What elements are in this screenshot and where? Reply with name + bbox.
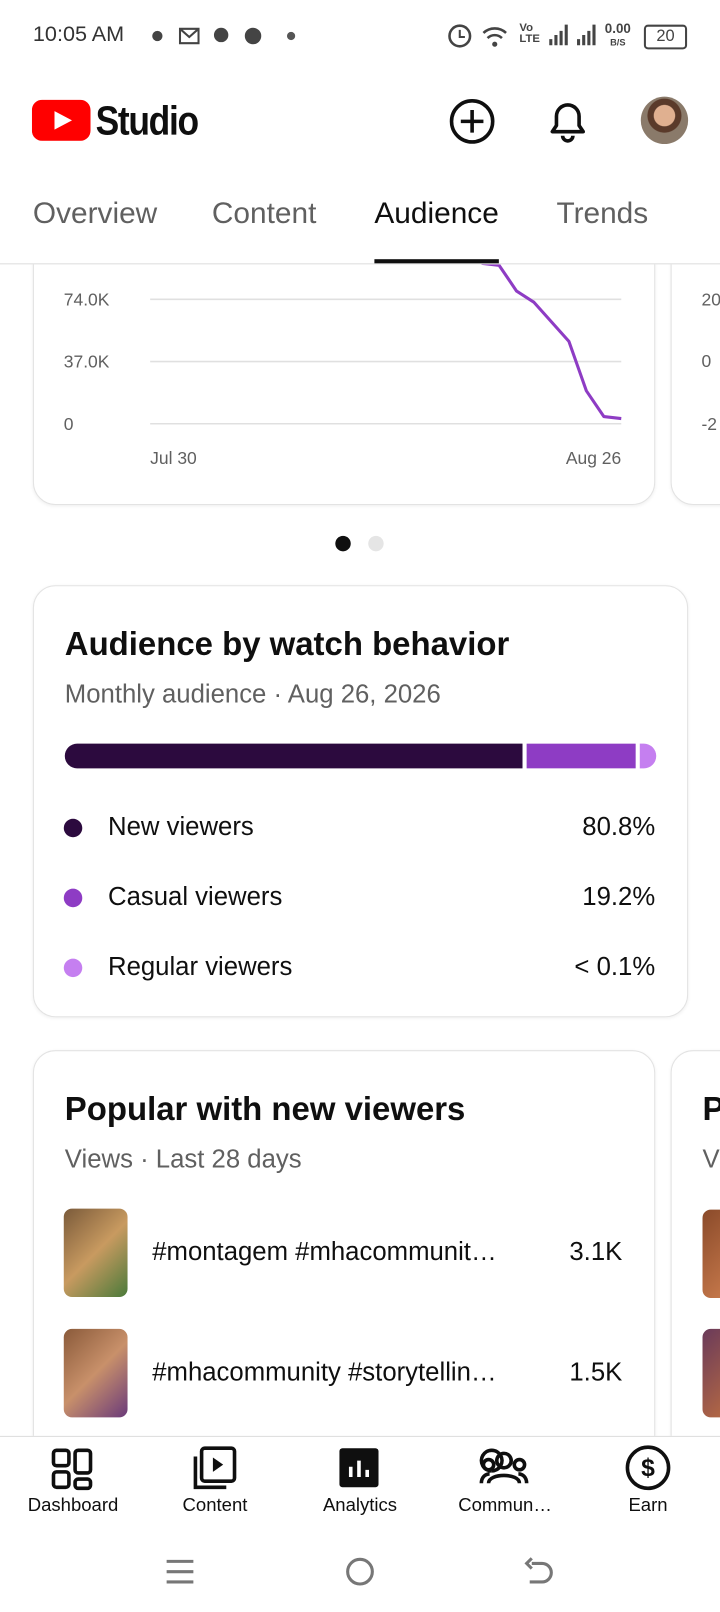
volte: Vo [519,21,534,34]
bar-segment [64,743,523,769]
thumbnail [63,1328,128,1418]
video-title: #montagem #mhacommunit… [152,1237,497,1267]
y-tick-label: 74.0K [64,289,110,309]
video-row[interactable]: #mhacommunity #storytellin… 1.5K [63,1328,623,1418]
net-speed: 0.00 B/S [604,20,631,49]
legend-label: Casual viewers [107,882,283,912]
x-tick-label: Jul 30 [150,448,197,468]
legend-value: 19.2% [582,882,656,912]
tab[interactable]: Audience [374,197,499,231]
legend-dot [63,958,83,978]
next-card[interactable]: P V [670,1050,720,1485]
stacked-bar [64,743,657,769]
legend-row: Casual viewers 19.2% [63,882,656,914]
card-subtitle: Monthly audience · Aug 26, 2026 [64,679,441,709]
legend-row: Regular viewers < 0.1% [63,952,656,983]
speed: 0.00 [604,20,631,36]
status-volte: Vo LTE [519,21,540,46]
header: 10:05 AM Vo LTE 0.00 B/S 20 Studio Overvie… [0,0,720,265]
video-views: 1.5K [569,1357,623,1387]
page-dot[interactable] [335,535,351,552]
line-series [481,261,622,421]
card-subtitle: V [702,1144,720,1174]
create-button[interactable] [448,98,495,145]
legend-value: < 0.1% [574,952,656,982]
page-dot[interactable] [368,535,384,552]
next-tick: 20 [701,290,720,310]
legend-label: Regular viewers [107,952,293,982]
lte: LTE [519,32,540,46]
svg-text:$: $ [641,1455,655,1482]
nav-label[interactable]: Content [182,1494,248,1516]
nav-label[interactable]: Analytics [322,1494,398,1516]
video-row[interactable]: #montagem #mhacommunit… 3.1K [63,1208,623,1298]
x-tick-label: Aug 26 [566,448,621,468]
views-chart: 0 37.0K 74.0K Jul 30 Aug 26 [64,261,622,468]
thumbnail [63,1208,128,1298]
card-title: Popular with new viewers [64,1090,466,1128]
notifications-button[interactable] [545,97,590,144]
logo-icon[interactable] [31,99,92,141]
signal [549,24,596,46]
y-tick-label: 37.0K [64,352,110,372]
thumbnail [702,1209,720,1299]
popular-card: Popular with new viewers Views · Last 28… [32,1050,656,1485]
legend-dot [63,888,83,908]
thumbnail [702,1328,720,1418]
legend-value: 80.8% [582,812,656,842]
nav-icons: $ [51,1445,671,1586]
legend-row: New viewers 80.8% [63,812,656,844]
card-subtitle: Views · Last 28 days [64,1144,302,1174]
bar-segment [639,743,657,769]
card-title: P [703,1090,720,1128]
status-time: 10:05 AM [32,22,125,47]
next-tick: -2 [701,414,718,435]
card-title: Audience by watch behavior [64,625,510,663]
speed-unit: B/S [610,37,626,48]
tab[interactable]: Overview [32,197,158,231]
tab-indicator [374,259,499,264]
tab[interactable]: Content [211,197,317,231]
tab[interactable]: Trends [556,197,649,231]
nav-label[interactable]: Dashboard [27,1494,119,1516]
nav-label[interactable]: Earn [628,1494,668,1516]
nav-label[interactable]: Commun… [458,1494,552,1516]
video-views: 3.1K [569,1237,623,1267]
avatar[interactable] [640,96,689,144]
video-title: #mhacommunity #storytellin… [152,1357,497,1387]
legend-label: New viewers [107,812,254,842]
next-tick: 0 [701,351,712,372]
bar-segment [526,743,636,769]
battery: 20 [643,24,688,50]
legend-dot [63,818,83,838]
y-tick-label: 0 [64,414,74,434]
status-icons [152,27,296,45]
logo-text[interactable]: Studio [95,98,199,144]
status-icons [448,24,507,48]
watch-card: Audience by watch behavior Monthly audie… [32,585,689,1018]
